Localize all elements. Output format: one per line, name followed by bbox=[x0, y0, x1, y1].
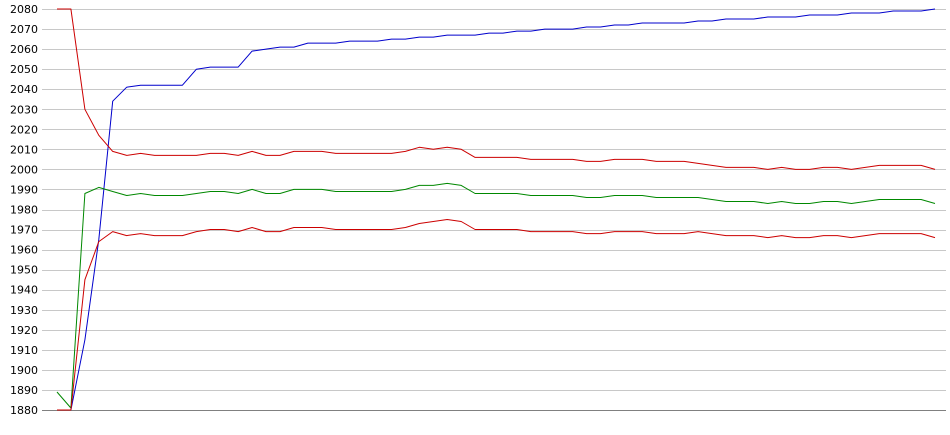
series-line-4 bbox=[57, 219, 936, 411]
y-tick-label: 2050 bbox=[10, 63, 38, 76]
series-line-1 bbox=[57, 8, 936, 411]
gridlines bbox=[42, 9, 946, 411]
y-tick-label: 1990 bbox=[10, 183, 38, 196]
y-tick-label: 1980 bbox=[10, 204, 38, 217]
y-tick-label: 1910 bbox=[10, 344, 38, 357]
y-tick-label: 2020 bbox=[10, 123, 38, 136]
series-lines bbox=[56, 8, 936, 411]
y-tick-label: 2040 bbox=[10, 83, 38, 96]
y-tick-label: 2010 bbox=[10, 143, 38, 156]
y-tick-label: 1900 bbox=[10, 364, 38, 377]
y-tick-label: 1970 bbox=[10, 224, 38, 237]
series-line-2 bbox=[57, 8, 936, 170]
y-tick-label: 1920 bbox=[10, 324, 38, 337]
y-tick-label: 1880 bbox=[10, 404, 38, 417]
y-tick-label: 1960 bbox=[10, 244, 38, 257]
y-tick-label: 2070 bbox=[10, 23, 38, 36]
y-tick-label: 1950 bbox=[10, 264, 38, 277]
y-tick-label: 1940 bbox=[10, 284, 38, 297]
y-tick-label: 2000 bbox=[10, 163, 38, 176]
series-line-3 bbox=[56, 182, 936, 409]
y-tick-label: 2060 bbox=[10, 43, 38, 56]
y-tick-label: 1890 bbox=[10, 384, 38, 397]
y-tick-label: 2080 bbox=[10, 3, 38, 16]
y-tick-label: 1930 bbox=[10, 304, 38, 317]
y-tick-label: 2030 bbox=[10, 103, 38, 116]
y-axis-tick-labels: 1880 1890 1900 1910 1920 1930 1940 1950 1960 1970… bbox=[10, 3, 38, 417]
